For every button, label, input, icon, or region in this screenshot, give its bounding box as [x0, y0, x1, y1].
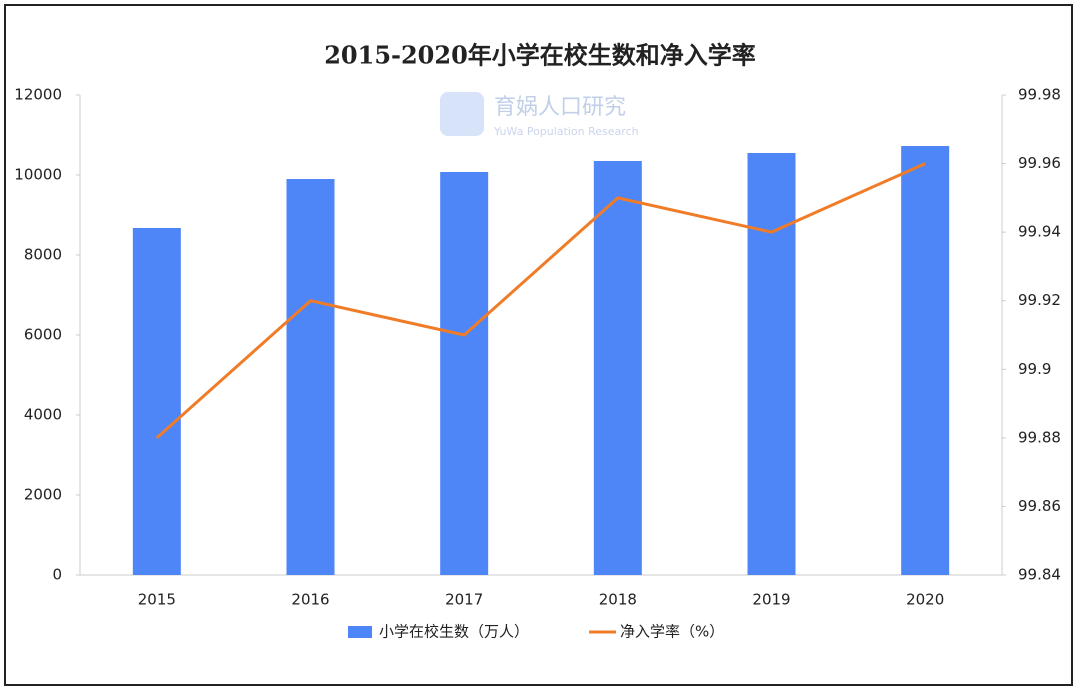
watermark: 育娲人口研究 YuWa Population Research	[440, 92, 639, 138]
bar	[593, 161, 642, 575]
line	[155, 162, 926, 439]
y-tick-label: 12000	[14, 86, 62, 104]
legend-label: 小学在校生数（万人）	[379, 623, 529, 641]
frame	[4, 4, 1073, 686]
y-tick-label: 6000	[24, 326, 62, 344]
y2-tick-label: 99.88	[1018, 428, 1061, 446]
x-tick-label: 2019	[752, 591, 790, 609]
bar	[747, 153, 796, 575]
bar	[440, 172, 489, 575]
x-tick-label: 2018	[599, 591, 637, 609]
y-tick-label: 4000	[24, 406, 62, 424]
y2-tick-label: 99.9	[1018, 360, 1051, 378]
y-tick-label: 0	[52, 566, 62, 584]
bar	[286, 179, 335, 575]
y-tick-label: 10000	[14, 166, 62, 184]
x-tick-label: 2020	[906, 591, 944, 609]
bar	[132, 228, 181, 575]
y2-tick-label: 99.92	[1018, 291, 1061, 309]
bar	[901, 146, 950, 575]
x-tick-label: 2016	[291, 591, 329, 609]
legend-swatch	[348, 626, 372, 638]
y2-tick-label: 99.94	[1018, 223, 1061, 241]
y-tick-label: 2000	[24, 486, 62, 504]
y2-tick-label: 99.84	[1018, 566, 1061, 584]
y2-tick-label: 99.86	[1018, 497, 1061, 515]
y-tick-label: 8000	[24, 246, 62, 264]
legend-label: 净入学率（%）	[620, 623, 724, 641]
y2-tick-label: 99.98	[1018, 86, 1061, 104]
x-tick-label: 2017	[445, 591, 483, 609]
watermark-logo	[440, 92, 484, 136]
watermark-subtitle: YuWa Population Research	[493, 125, 639, 138]
x-tick-label: 2015	[138, 591, 176, 609]
chart-title: 2015-2020年小学在校生数和净入学率	[324, 41, 756, 70]
watermark-name: 育娲人口研究	[494, 95, 626, 120]
y2-tick-label: 99.96	[1018, 154, 1061, 172]
